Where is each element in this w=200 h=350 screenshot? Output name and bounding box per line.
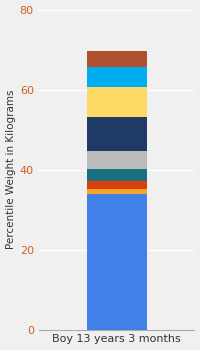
Bar	[87, 51, 147, 67]
Bar	[87, 181, 147, 189]
Bar	[87, 194, 147, 330]
Bar	[87, 87, 147, 117]
Bar	[87, 169, 147, 181]
Bar	[87, 189, 147, 194]
Bar	[87, 117, 147, 151]
Y-axis label: Percentile Weight in Kilograms: Percentile Weight in Kilograms	[6, 90, 16, 249]
Bar	[87, 151, 147, 169]
Bar	[87, 67, 147, 87]
